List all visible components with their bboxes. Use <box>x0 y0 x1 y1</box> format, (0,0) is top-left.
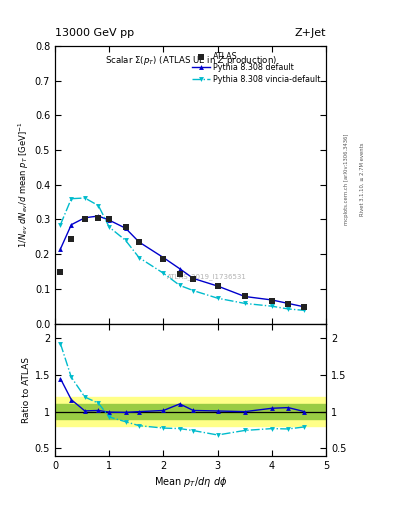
Pythia 8.308 vincia-default <box>96 203 101 209</box>
Y-axis label: $1/N_{ev}\ dN_{ev}/d\ \mathrm{mean}\ p_T\ [\mathrm{GeV}]^{-1}$: $1/N_{ev}\ dN_{ev}/d\ \mathrm{mean}\ p_T… <box>16 121 31 248</box>
Pythia 8.308 default <box>123 225 128 231</box>
Pythia 8.308 vincia-default <box>161 270 166 276</box>
Pythia 8.308 default <box>286 301 290 307</box>
Pythia 8.308 vincia-default <box>107 224 112 230</box>
ATLAS <box>215 282 221 290</box>
ATLAS <box>301 303 308 311</box>
Bar <box>55 397 326 426</box>
Pythia 8.308 vincia-default <box>137 254 141 261</box>
ATLAS <box>136 238 142 246</box>
Y-axis label: Ratio to ATLAS: Ratio to ATLAS <box>22 357 31 422</box>
Text: ATLAS_2019_I1736531: ATLAS_2019_I1736531 <box>167 273 247 280</box>
Bar <box>55 404 326 419</box>
Pythia 8.308 default <box>161 254 166 261</box>
Text: mcplots.cern.ch [arXiv:1306.3436]: mcplots.cern.ch [arXiv:1306.3436] <box>344 134 349 225</box>
ATLAS <box>82 215 88 223</box>
ATLAS <box>285 301 291 309</box>
ATLAS <box>57 268 64 276</box>
Pythia 8.308 vincia-default <box>69 196 73 202</box>
Pythia 8.308 default <box>302 304 307 310</box>
ATLAS <box>190 275 196 283</box>
Text: Rivet 3.1.10, ≥ 2.7M events: Rivet 3.1.10, ≥ 2.7M events <box>360 142 365 216</box>
Pythia 8.308 vincia-default <box>242 301 247 307</box>
Text: Z+Jet: Z+Jet <box>295 28 326 38</box>
Pythia 8.308 vincia-default <box>83 195 87 201</box>
Pythia 8.308 vincia-default <box>270 303 274 309</box>
ATLAS <box>68 234 74 243</box>
Pythia 8.308 vincia-default <box>286 306 290 312</box>
Pythia 8.308 default <box>242 293 247 300</box>
Pythia 8.308 default <box>69 222 73 228</box>
Pythia 8.308 default <box>83 215 87 221</box>
ATLAS <box>95 214 101 222</box>
ATLAS <box>269 297 275 305</box>
Pythia 8.308 default <box>215 283 220 289</box>
Legend: ATLAS, Pythia 8.308 default, Pythia 8.308 vincia-default: ATLAS, Pythia 8.308 default, Pythia 8.30… <box>191 50 322 85</box>
Text: 13000 GeV pp: 13000 GeV pp <box>55 28 134 38</box>
Pythia 8.308 vincia-default <box>191 288 196 294</box>
Pythia 8.308 vincia-default <box>215 295 220 301</box>
Pythia 8.308 default <box>191 275 196 282</box>
Pythia 8.308 default <box>58 246 63 252</box>
Line: Pythia 8.308 default: Pythia 8.308 default <box>58 214 307 309</box>
Pythia 8.308 vincia-default <box>177 282 182 288</box>
Pythia 8.308 default <box>107 217 112 223</box>
Pythia 8.308 vincia-default <box>123 237 128 243</box>
ATLAS <box>242 292 248 301</box>
Pythia 8.308 default <box>96 213 101 219</box>
ATLAS <box>176 270 183 278</box>
Pythia 8.308 vincia-default <box>58 222 63 228</box>
Pythia 8.308 vincia-default <box>302 307 307 313</box>
X-axis label: Mean $p_T/d\eta\ d\phi$: Mean $p_T/d\eta\ d\phi$ <box>154 475 227 489</box>
ATLAS <box>122 223 129 231</box>
Pythia 8.308 default <box>270 297 274 303</box>
ATLAS <box>160 254 167 263</box>
Text: Scalar $\Sigma(p_T)$ (ATLAS UE in $Z$ production): Scalar $\Sigma(p_T)$ (ATLAS UE in $Z$ pr… <box>105 54 277 68</box>
Line: Pythia 8.308 vincia-default: Pythia 8.308 vincia-default <box>58 196 307 313</box>
Pythia 8.308 default <box>177 266 182 272</box>
Pythia 8.308 default <box>137 239 141 245</box>
ATLAS <box>106 216 112 224</box>
